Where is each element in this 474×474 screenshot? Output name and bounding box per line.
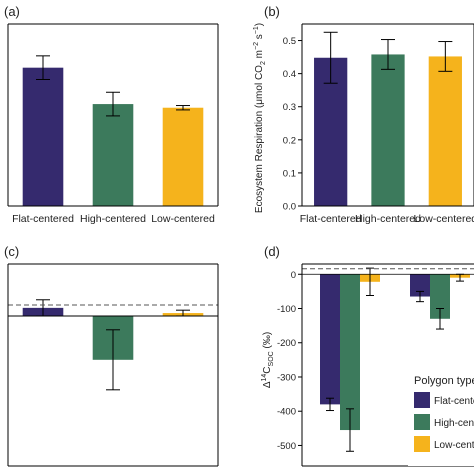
panel-c: (c) Flat-centeredHigh-centeredLow-center… <box>4 244 219 474</box>
panel-d-bar-deep-high-centered <box>340 274 360 431</box>
legend-label-low-centered: Low-centered <box>434 440 474 451</box>
legend-label-flat-centered: Flat-centered <box>434 396 474 407</box>
legend-swatch-high-centered <box>414 414 430 430</box>
panel-b: (b) Ecosystem Respiration (μmol CO2 m−2 … <box>253 4 474 225</box>
panel-d-bar-deep-flat-centered <box>320 274 340 405</box>
panel-a: (a) Flat-centered High-centered Low-center… <box>4 4 219 225</box>
panel-a-axes <box>7 23 219 207</box>
panel-b-y-axis-label: Ecosystem Respiration (μmol CO2 m−2 s−1) <box>253 23 267 213</box>
panel-a-bar-low-centered <box>162 107 204 206</box>
panel-c-axes <box>7 263 219 467</box>
legend-swatch-flat-centered <box>414 392 430 408</box>
panel-d-bar-shallow-high-centered <box>430 274 450 319</box>
panel-b-x-tick-label-high-centered: High-centered <box>355 213 421 225</box>
panel-a-bar-high-centered <box>92 104 134 206</box>
legend-label-high-centered: High-centered <box>434 418 474 429</box>
panel-d-label: (d) <box>264 244 280 259</box>
panel-d-y-ticks: 0 -100 -200 -300 -400 -500 <box>277 270 302 452</box>
panel-d-bars <box>320 267 470 452</box>
panel-c-label: (c) <box>4 244 19 259</box>
panel-d-axes <box>301 263 474 467</box>
panel-d-bar-shallow-flat-centered <box>410 274 430 297</box>
panel-a-label: (a) <box>4 4 20 19</box>
panel-b-bar-high-centered <box>371 54 405 207</box>
panel-b-bars <box>314 31 462 207</box>
panel-b-bar-low-centered <box>428 56 462 206</box>
panel-b-y-tick-label: 0.1 <box>283 168 296 179</box>
panel-b-label: (b) <box>264 4 280 19</box>
legend-swatch-low-centered <box>414 436 430 452</box>
panel-a-x-ticks: Flat-centered High-centered Low-centered <box>12 213 215 225</box>
panel-b-axes <box>301 23 474 207</box>
panel-d-y-axis-label: Δ14CSOC (‰) <box>261 332 275 388</box>
panel-a-x-tick-label-high-centered: High-centered <box>80 213 146 225</box>
panel-b-y-tick-label: 0.5 <box>283 36 296 47</box>
panel-a-bars <box>22 55 204 207</box>
panel-d: (d) Δ14CSOC (‰) DeepShallow 0-100-200-30… <box>261 244 474 474</box>
panel-d-legend: Polygon type Flat-centered High-centered Lo… <box>408 370 474 466</box>
panel-b-x-tick-label-low-centered: Low-centered <box>414 213 474 225</box>
panel-d-y-tick-label: -100 <box>277 304 296 315</box>
panel-b-y-tick-label: 0.2 <box>283 135 296 146</box>
legend-title: Polygon type <box>414 375 474 387</box>
panel-d-y-tick-label: -200 <box>277 338 296 349</box>
panel-a-bar-flat-centered <box>22 67 64 207</box>
panel-a-x-tick-label-low-centered: Low-centered <box>151 213 215 225</box>
panel-a-x-tick-label-flat-centered: Flat-centered <box>12 213 74 225</box>
panel-b-y-tick-label: 0.4 <box>283 69 296 80</box>
panel-d-y-tick-label: -500 <box>277 441 296 452</box>
panel-d-y-tick-label: 0 <box>291 270 296 281</box>
panel-b-y-tick-label: 0.3 <box>283 102 296 113</box>
panel-b-y-tick-label: 0.0 <box>283 202 296 213</box>
panel-b-y-ticks: 0.0 0.1 0.2 0.3 0.4 0.5 <box>283 36 302 213</box>
panel-d-y-tick-label: -400 <box>277 407 296 418</box>
panel-d-y-tick-label: -300 <box>277 372 296 383</box>
panel-c-bars <box>22 299 204 391</box>
panel-b-x-tick-label-flat-centered: Flat-centered <box>300 213 362 225</box>
